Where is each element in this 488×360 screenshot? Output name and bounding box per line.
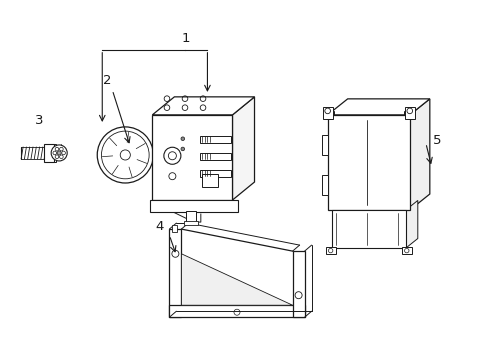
Text: 3: 3: [35, 114, 43, 127]
Polygon shape: [292, 251, 304, 317]
Bar: [401, 247, 411, 254]
Bar: [202, 175, 218, 187]
Bar: [321, 135, 327, 155]
Bar: [331, 210, 405, 248]
Polygon shape: [169, 229, 181, 317]
Bar: [200, 170, 230, 177]
Circle shape: [120, 150, 130, 160]
Bar: [404, 107, 414, 119]
Bar: [325, 247, 335, 254]
Text: 4: 4: [155, 220, 163, 233]
Bar: [152, 115, 232, 200]
Bar: [322, 107, 332, 119]
Bar: [185, 211, 196, 224]
Polygon shape: [409, 99, 429, 210]
Polygon shape: [232, 97, 254, 200]
Polygon shape: [152, 97, 254, 115]
Text: 2: 2: [103, 74, 111, 87]
Bar: [327, 115, 409, 210]
Circle shape: [97, 127, 153, 183]
Circle shape: [51, 145, 67, 161]
Bar: [200, 136, 230, 143]
Polygon shape: [169, 305, 304, 317]
Circle shape: [57, 151, 61, 155]
Bar: [52, 144, 56, 162]
Polygon shape: [181, 254, 292, 305]
Text: 5: 5: [432, 134, 441, 148]
Polygon shape: [327, 99, 429, 115]
Polygon shape: [405, 201, 417, 248]
Bar: [183, 221, 198, 225]
Bar: [200, 153, 230, 160]
Bar: [321, 175, 327, 195]
Circle shape: [181, 147, 184, 151]
Circle shape: [181, 137, 184, 140]
Bar: [150, 200, 238, 212]
Bar: [44, 144, 54, 162]
Bar: [172, 225, 177, 232]
Text: 1: 1: [181, 32, 189, 45]
